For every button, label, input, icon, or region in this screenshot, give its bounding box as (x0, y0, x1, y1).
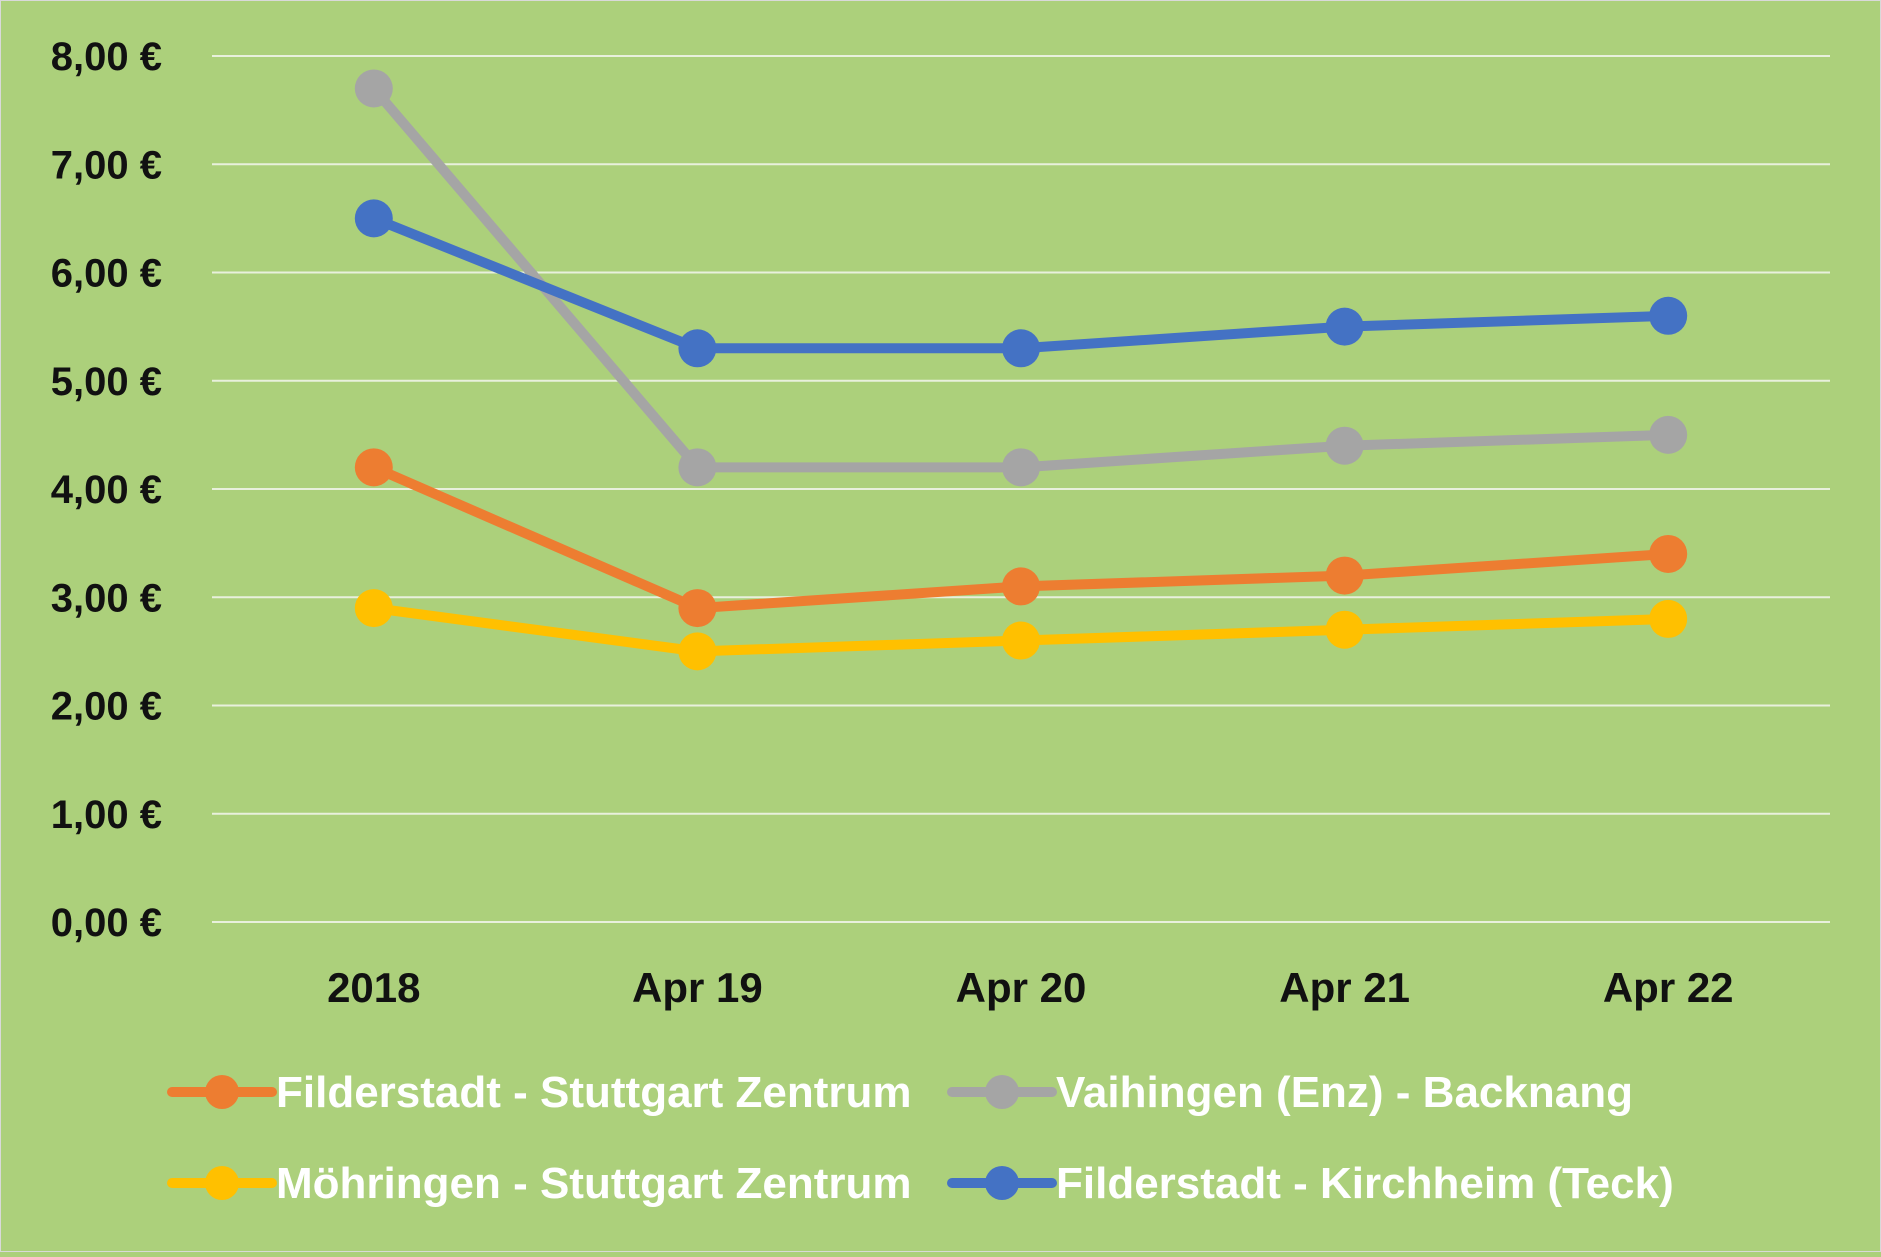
gridlines (212, 55, 1830, 923)
data-point (1325, 610, 1364, 649)
data-point (1325, 307, 1364, 346)
series-2 (354, 69, 1688, 487)
legend-label: Filderstadt - Stuttgart Zentrum (276, 1068, 912, 1117)
data-point (678, 632, 717, 671)
data-point (678, 589, 717, 628)
data-point (1002, 448, 1040, 487)
y-tick-label: 2,00 € (51, 685, 162, 729)
y-tick-label: 0,00 € (51, 901, 162, 945)
series-4 (354, 199, 1688, 368)
data-point (678, 448, 717, 487)
legend-item: Möhringen - Stuttgart Zentrum (167, 1159, 912, 1208)
series-1 (354, 448, 1688, 628)
legend-label: Möhringen - Stuttgart Zentrum (276, 1159, 912, 1208)
data-point (1002, 621, 1040, 660)
data-point (1325, 556, 1364, 595)
legend-label: Filderstadt - Kirchheim (Teck) (1056, 1159, 1674, 1208)
data-point (1325, 426, 1364, 465)
data-point (1649, 534, 1688, 573)
x-tick-label: Apr 22 (1603, 964, 1734, 1011)
legend-marker (985, 1166, 1019, 1200)
x-axis: 2018 Apr 19 Apr 20 Apr 21 Apr 22 (327, 964, 1733, 1011)
y-tick-label: 7,00 € (51, 143, 162, 187)
series-group (354, 69, 1688, 671)
data-point (678, 329, 717, 368)
y-tick-label: 5,00 € (51, 360, 162, 404)
data-point (354, 69, 393, 108)
series-3 (354, 589, 1688, 671)
y-tick-label: 1,00 € (51, 793, 162, 837)
legend-marker (205, 1166, 239, 1200)
legend-marker (205, 1075, 239, 1109)
legend: Filderstadt - Stuttgart Zentrum Vaihingen… (167, 1068, 1674, 1208)
y-tick-label: 6,00 € (51, 252, 162, 296)
data-point (1002, 329, 1040, 368)
data-point (354, 448, 393, 487)
data-point (1649, 599, 1688, 638)
data-point (354, 199, 393, 238)
legend-item: Vaihingen (Enz) - Backnang (947, 1068, 1633, 1117)
data-point (1649, 296, 1688, 335)
data-point (1002, 567, 1040, 606)
x-tick-label: Apr 20 (956, 964, 1087, 1011)
y-axis: 0,00 € 1,00 € 2,00 € 3,00 € 4,00 € 5,00 € 6,00… (51, 35, 162, 945)
legend-label: Vaihingen (Enz) - Backnang (1056, 1068, 1633, 1117)
legend-marker (985, 1075, 1019, 1109)
legend-item: Filderstadt - Stuttgart Zentrum (167, 1068, 912, 1117)
x-tick-label: 2018 (327, 964, 420, 1011)
x-tick-label: Apr 21 (1279, 964, 1410, 1011)
legend-item: Filderstadt - Kirchheim (Teck) (947, 1159, 1674, 1208)
x-tick-label: Apr 19 (632, 964, 763, 1011)
data-point (354, 589, 393, 628)
data-point (1649, 415, 1688, 454)
y-tick-label: 3,00 € (51, 576, 162, 620)
y-tick-label: 8,00 € (51, 35, 162, 79)
y-tick-label: 4,00 € (51, 468, 162, 512)
